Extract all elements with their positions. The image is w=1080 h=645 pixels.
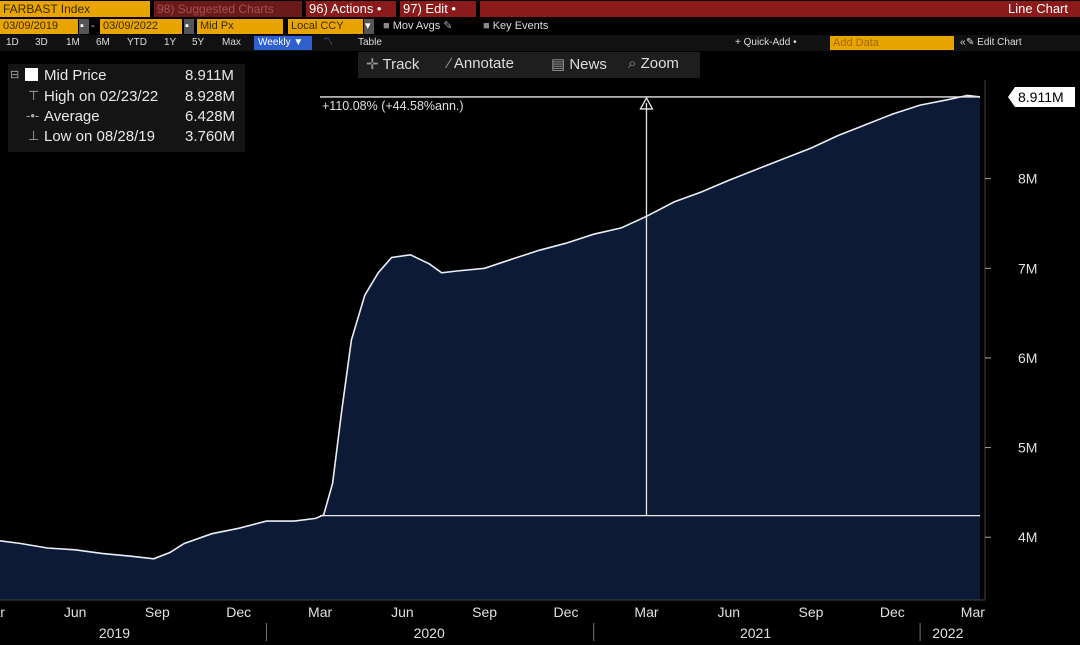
checkbox-icon: ■ [383, 20, 393, 32]
range-1m-button[interactable]: 1M [66, 37, 80, 48]
series-line [0, 94, 981, 560]
legend-average-label: Average [44, 108, 100, 125]
legend-high-value: 8.928M [185, 88, 236, 105]
actions-menu-button[interactable]: 96) Actions • [306, 1, 396, 17]
x-tick-label: Jun [391, 604, 414, 620]
x-year-label: 2021 [740, 625, 771, 641]
range-5y-button[interactable]: 5Y [192, 37, 205, 48]
range-1y-button[interactable]: 1Y [164, 37, 177, 48]
y-tick-label: 8M [1018, 171, 1037, 187]
mov-avgs-label: Mov Avgs [392, 20, 441, 32]
chart-legend [8, 64, 245, 152]
legend-collapse-icon[interactable]: ⊟ [10, 69, 20, 81]
x-tick-label: Sep [145, 604, 170, 620]
edit-menu-button[interactable]: 97) Edit • [400, 1, 476, 17]
track-label: Track [382, 56, 420, 73]
news-tool[interactable]: ▤ News [551, 55, 607, 73]
range-3d-button[interactable]: 3D [35, 37, 48, 48]
news-icon: ▤ [551, 56, 570, 73]
news-label: News [569, 56, 607, 73]
y-tick-label: 4M [1018, 529, 1037, 545]
key-events-label: Key Events [492, 20, 549, 32]
security-ticker-field[interactable]: FARBAST Index [0, 1, 150, 17]
add-data-input[interactable]: Add Data [830, 36, 954, 50]
high-marker-icon: ⊤ [28, 88, 40, 103]
suggested-charts-button[interactable]: 98) Suggested Charts [154, 1, 302, 17]
calendar-icon[interactable]: ▪ [184, 19, 194, 34]
pencil-icon: ✎ [966, 37, 978, 48]
end-date-input[interactable]: 03/09/2022 [100, 19, 182, 34]
last-value-label: 8.911M [1018, 89, 1064, 105]
y-tick-label: 5M [1018, 440, 1037, 456]
top-bar: FARBAST Index 98) Suggested Charts 96) A… [0, 0, 1080, 18]
pen-icon: ∕ [448, 55, 454, 72]
magnifier-icon: ⌕ [628, 55, 641, 72]
legend-low-label: Low on 08/28/19 [44, 128, 155, 145]
y-tick-label: 7M [1018, 260, 1037, 276]
x-year-label: 2019 [99, 625, 130, 641]
x-tick-label: Mar [634, 604, 658, 620]
legend-mid-label: Mid Price [44, 67, 107, 84]
track-tool[interactable]: ✛ Track [366, 55, 419, 73]
zoom-tool[interactable]: ⌕ Zoom [628, 55, 679, 72]
average-marker-icon: -•- [26, 108, 40, 123]
legend-low-value: 3.760M [185, 128, 236, 145]
range-max-button[interactable]: Max [222, 37, 241, 48]
x-year-label: 2022 [932, 625, 963, 641]
x-tick-label: Mar [308, 604, 332, 620]
annotate-label: Annotate [453, 55, 514, 72]
range-1d-button[interactable]: 1D [6, 37, 19, 48]
chart-style-icon[interactable]: 〽 [323, 37, 333, 48]
annotation-arrowhead [639, 96, 654, 110]
annotation-label: +110.08% (+44.58%ann.) [322, 99, 464, 113]
start-date-input[interactable]: 03/09/2019 [0, 19, 78, 34]
series-area [0, 95, 980, 601]
x-tick-label: Mar [0, 604, 5, 620]
period-select[interactable]: Weekly ▼ [254, 36, 312, 50]
checkbox-icon: ■ [483, 20, 493, 32]
last-value-tag-box [1008, 86, 1075, 107]
range-ytd-button[interactable]: YTD [127, 37, 147, 48]
x-tick-label: Dec [880, 604, 905, 620]
zoom-label: Zoom [640, 55, 679, 72]
edit-chart-label: Edit Chart [977, 37, 1022, 48]
key-events-toggle[interactable]: ■ Key Events [480, 19, 570, 34]
legend-high-label: High on 02/23/22 [44, 88, 159, 105]
x-tick-label: Dec [226, 604, 251, 620]
dropdown-arrow-icon[interactable]: ▾ [364, 19, 374, 34]
crosshair-icon: ✛ [366, 56, 383, 73]
x-tick-label: Sep [472, 604, 497, 620]
collapse-icon[interactable]: « [960, 37, 966, 48]
currency-select[interactable]: Local CCY [288, 19, 363, 34]
x-tick-label: Sep [799, 604, 824, 620]
x-tick-label: Jun [717, 604, 740, 620]
x-tick-label: Jun [64, 604, 87, 620]
legend-swatch-icon [25, 68, 38, 81]
calendar-icon[interactable]: ▪ [79, 19, 89, 34]
legend-mid-value: 8.911M [185, 67, 234, 84]
x-tick-label: Dec [554, 604, 579, 620]
mov-avgs-toggle[interactable]: ■ Mov Avgs ✎ [380, 19, 472, 34]
chart-type-title: Line Chart [480, 1, 1080, 17]
table-button[interactable]: Table [358, 37, 382, 48]
date-separator: - [91, 20, 95, 32]
range-6m-button[interactable]: 6M [96, 37, 110, 48]
price-field-select[interactable]: Mid Px [197, 19, 283, 34]
y-tick-label: 6M [1018, 350, 1037, 366]
quick-add-button[interactable]: + Quick-Add • [735, 37, 797, 48]
x-tick-label: Mar [961, 604, 985, 620]
low-marker-icon: ⊥ [28, 128, 40, 143]
pencil-icon[interactable]: ✎ [440, 20, 453, 32]
annotate-tool[interactable]: ∕ Annotate [448, 55, 514, 72]
legend-average-value: 6.428M [185, 108, 236, 125]
chart-toolbar [358, 52, 700, 78]
edit-chart-button[interactable]: ✎ Edit Chart [966, 37, 1022, 49]
last-value-tag: 8.911M [1008, 86, 1075, 107]
x-year-label: 2020 [414, 625, 445, 641]
